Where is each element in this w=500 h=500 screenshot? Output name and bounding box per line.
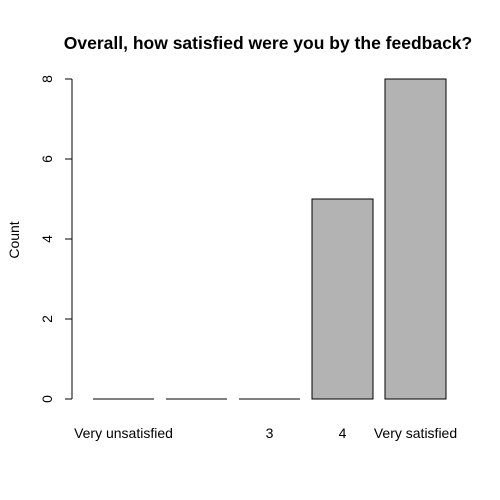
y-axis: 0 2 4 6 8 [39,75,73,403]
bars [93,78,447,400]
y-axis-label: Count [6,221,22,258]
bar [384,78,447,400]
y-tick-label: 8 [39,75,55,83]
x-tick-label: Very satisfied [374,425,457,441]
x-axis-labels: Very unsatisfied 3 4 Very satisfied [74,425,457,441]
y-tick-label: 4 [39,235,55,243]
x-tick-label: Very unsatisfied [74,425,173,441]
y-tick-label: 6 [39,155,55,163]
y-tick-label: 2 [39,315,55,323]
chart-title: Overall, how satisfied were you by the f… [64,33,472,53]
x-tick-label: 3 [266,425,274,441]
x-tick-label: 4 [339,425,347,441]
bar [311,198,374,400]
y-tick-label: 0 [39,395,55,403]
